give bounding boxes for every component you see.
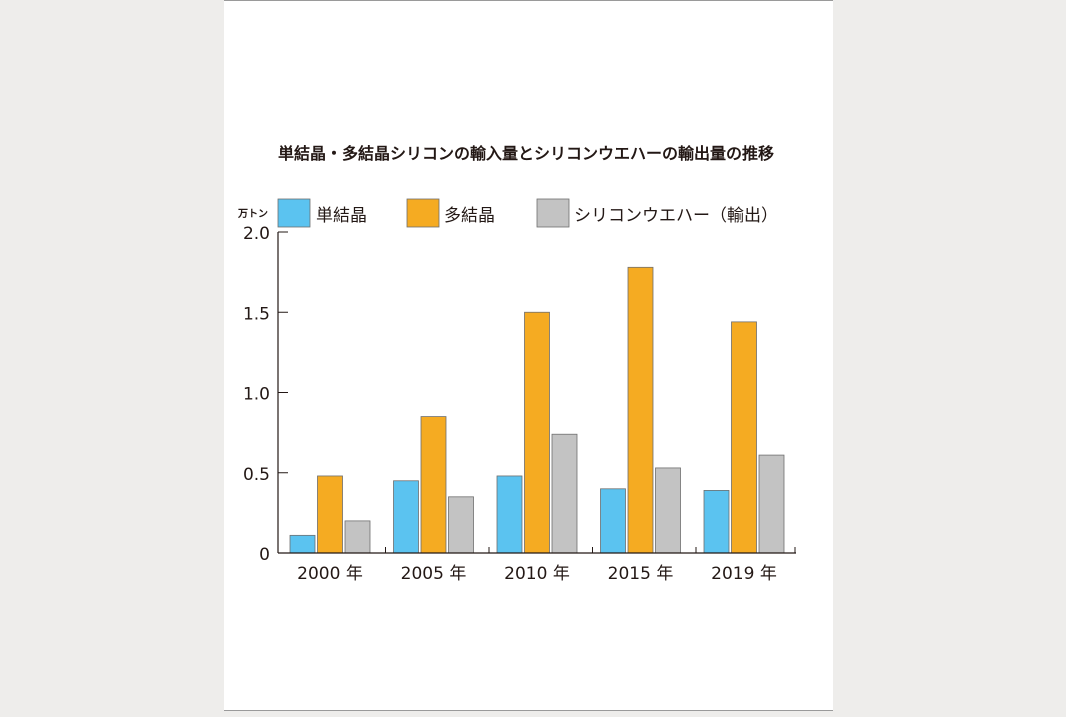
bar	[524, 311, 550, 554]
legend-swatch	[277, 198, 311, 228]
y-tick-label: 1.0	[243, 385, 270, 405]
bar	[289, 534, 316, 554]
y-axis-unit: 万トン	[237, 208, 268, 220]
legend-swatch	[406, 198, 440, 228]
bar	[344, 520, 371, 554]
bar	[393, 480, 419, 554]
bar	[731, 321, 757, 554]
bar	[600, 488, 626, 554]
bar	[703, 490, 730, 554]
y-tick-label: 0.5	[243, 465, 270, 485]
axes: 2000 年 2005 年 2010 年 2015 年 2019 年 0 0.5 1.0 1.5…	[243, 224, 796, 584]
y-tick-label: 1.5	[243, 304, 270, 324]
legend-label: 多結晶	[444, 206, 495, 226]
x-tick-label: 2019 年	[711, 564, 777, 584]
x-tick-label: 2000 年	[297, 564, 363, 584]
bar	[655, 467, 681, 554]
chart-page: 単結晶・多結晶シリコンの輸入量とシリコンウエハーの輸出量の推移 万トン 単結晶 多…	[224, 0, 833, 711]
legend: 単結晶 多結晶 シリコンウエハー（輸出）	[277, 198, 778, 228]
bar	[627, 266, 654, 554]
y-tick-label: 0	[259, 545, 270, 565]
x-tick-label: 2015 年	[608, 564, 674, 584]
chart-title: 単結晶・多結晶シリコンの輸入量とシリコンウエハーの輸出量の推移	[278, 144, 774, 163]
bar	[551, 433, 578, 554]
x-tick-label: 2010 年	[504, 564, 570, 584]
bar	[448, 496, 474, 554]
legend-label: 単結晶	[316, 206, 367, 226]
legend-swatch	[536, 198, 570, 228]
bar	[420, 416, 447, 554]
bar	[317, 475, 343, 554]
legend-label: シリコンウエハー（輸出）	[574, 206, 778, 226]
x-tick-label: 2005 年	[401, 564, 467, 584]
y-tick-label: 2.0	[243, 224, 270, 244]
bar	[496, 475, 523, 554]
bars	[289, 266, 785, 554]
bar-chart: 単結晶・多結晶シリコンの輸入量とシリコンウエハーの輸出量の推移 万トン 単結晶 多…	[237, 144, 796, 584]
bar	[758, 454, 785, 554]
